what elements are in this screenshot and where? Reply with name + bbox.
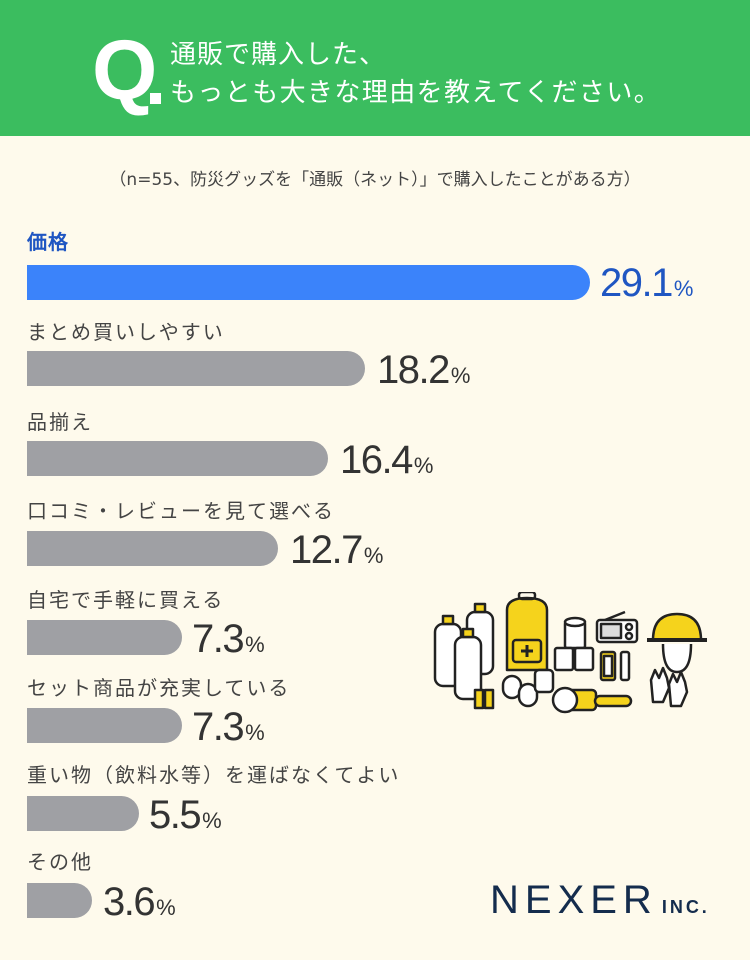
water-bottle-icon (433, 602, 495, 701)
bar-value: 7.3% (192, 705, 265, 749)
q-mark: Q (92, 23, 157, 117)
bar (27, 531, 278, 566)
bar (27, 351, 365, 386)
bar (27, 441, 328, 476)
battery-icon (473, 668, 555, 710)
row-label: 品揃え (27, 410, 93, 434)
toilet-paper-icon (553, 616, 595, 672)
gloves-icon (649, 666, 689, 708)
bar-value: 7.3% (192, 617, 265, 661)
radio-icon (595, 610, 639, 644)
row-label: 重い物（飲料水等）を運ばなくてよい (27, 763, 401, 787)
bar (27, 708, 182, 743)
phone-charger-icon (599, 650, 631, 682)
nexer-logo: NEXER INC. (490, 878, 710, 922)
bar-value: 16.4% (340, 438, 434, 482)
flashlight-icon (551, 686, 633, 714)
bar-value: 18.2% (377, 348, 471, 392)
q-dot (150, 93, 161, 104)
helmet-icon (647, 612, 707, 674)
backpack-icon (505, 592, 549, 672)
bar-value: 3.6% (103, 880, 176, 924)
bar-value: 29.1% (600, 261, 694, 305)
row-label: 価格 (27, 230, 69, 254)
bar (27, 620, 182, 655)
question-line-2: もっとも大きな理由を教えてください。 (170, 78, 662, 108)
bar-value: 12.7% (290, 528, 384, 572)
bar (27, 796, 139, 831)
question-line-1: 通販で購入した、 (170, 40, 387, 70)
bar-value: 5.5% (149, 793, 222, 837)
row-label: まとめ買いしやすい (27, 320, 225, 344)
row-label: セット商品が充実している (27, 676, 291, 700)
sample-note: （n=55、防災グッズを「通販（ネット）」で購入したことがある方） (109, 170, 641, 190)
bar (27, 883, 92, 918)
disaster-goods-illustration (433, 592, 707, 714)
row-label: その他 (27, 850, 93, 874)
bar (27, 265, 590, 300)
row-label: 口コミ・レビューを見て選べる (27, 499, 335, 523)
row-label: 自宅で手軽に買える (27, 588, 225, 612)
question-header: Q 通販で購入した、 もっとも大きな理由を教えてください。 (0, 0, 750, 136)
